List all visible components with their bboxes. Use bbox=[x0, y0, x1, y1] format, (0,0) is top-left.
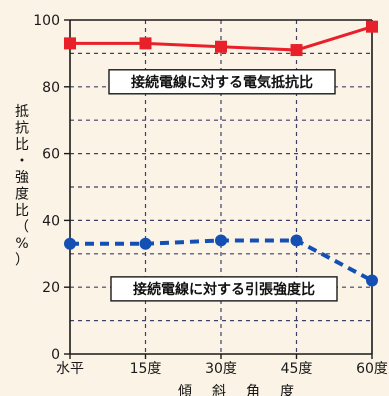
x-tick-label: 30度 bbox=[205, 361, 237, 377]
y-axis-label-char: 強 bbox=[15, 170, 29, 186]
annotation-text: 接続電線に対する引張強度比 bbox=[133, 281, 315, 298]
x-axis-label-char: 斜 bbox=[212, 384, 226, 396]
x-tick-label: 15度 bbox=[130, 361, 162, 377]
data-point-circle bbox=[215, 234, 227, 247]
y-tick-label: 0 bbox=[51, 347, 60, 363]
y-axis-label-char: ） bbox=[15, 253, 29, 269]
data-point-square bbox=[366, 20, 378, 33]
y-axis-label-char: 抗 bbox=[15, 121, 29, 137]
annotation-box bbox=[110, 276, 338, 302]
data-point-square bbox=[64, 37, 76, 50]
y-axis-label-char: （ bbox=[15, 220, 29, 236]
data-point-circle bbox=[64, 237, 76, 250]
data-point-square bbox=[290, 44, 303, 57]
annotation-tensile-ratio: 接続電線に対する引張強度比 bbox=[110, 276, 338, 302]
x-tick-label: 水平 bbox=[56, 361, 84, 377]
y-tick-label: 60 bbox=[42, 147, 60, 163]
axis-labels: 抵抗比・強度比（%）傾斜角度 bbox=[15, 104, 294, 396]
x-tick-label: 60度 bbox=[356, 361, 388, 377]
y-tick-label: 80 bbox=[42, 80, 60, 96]
y-axis-label-char: 比 bbox=[15, 203, 29, 219]
y-axis-label-char: 比 bbox=[15, 137, 29, 153]
data-point-circle bbox=[139, 237, 152, 250]
data-point-circle bbox=[290, 234, 303, 247]
y-tick-label: 40 bbox=[42, 213, 60, 229]
y-axis-label-char: ・ bbox=[15, 154, 29, 170]
x-axis-label-char: 傾 bbox=[178, 384, 192, 396]
x-tick-label: 45度 bbox=[281, 361, 313, 377]
x-axis-label-char: 角 bbox=[246, 384, 260, 396]
series-group bbox=[64, 20, 378, 287]
data-point-square bbox=[139, 37, 152, 50]
annotation-box bbox=[108, 69, 336, 95]
y-tick-label: 20 bbox=[42, 280, 60, 296]
annotation-text: 接続電線に対する電気抵抗比 bbox=[131, 74, 313, 91]
y-tick-label: 100 bbox=[33, 13, 60, 29]
annotation-resistance-ratio: 接続電線に対する電気抵抗比 bbox=[108, 69, 336, 95]
axes: 0 20 40 60 80 100 水平 15度 30度 45度 60度 bbox=[33, 13, 388, 377]
data-point-circle bbox=[366, 274, 378, 287]
data-point-square bbox=[215, 40, 227, 53]
x-axis-label-char: 度 bbox=[280, 384, 294, 396]
y-axis-label-char: 度 bbox=[15, 187, 29, 203]
y-axis-label-char: 抵 bbox=[15, 104, 29, 120]
y-axis-label-char: % bbox=[15, 236, 28, 252]
